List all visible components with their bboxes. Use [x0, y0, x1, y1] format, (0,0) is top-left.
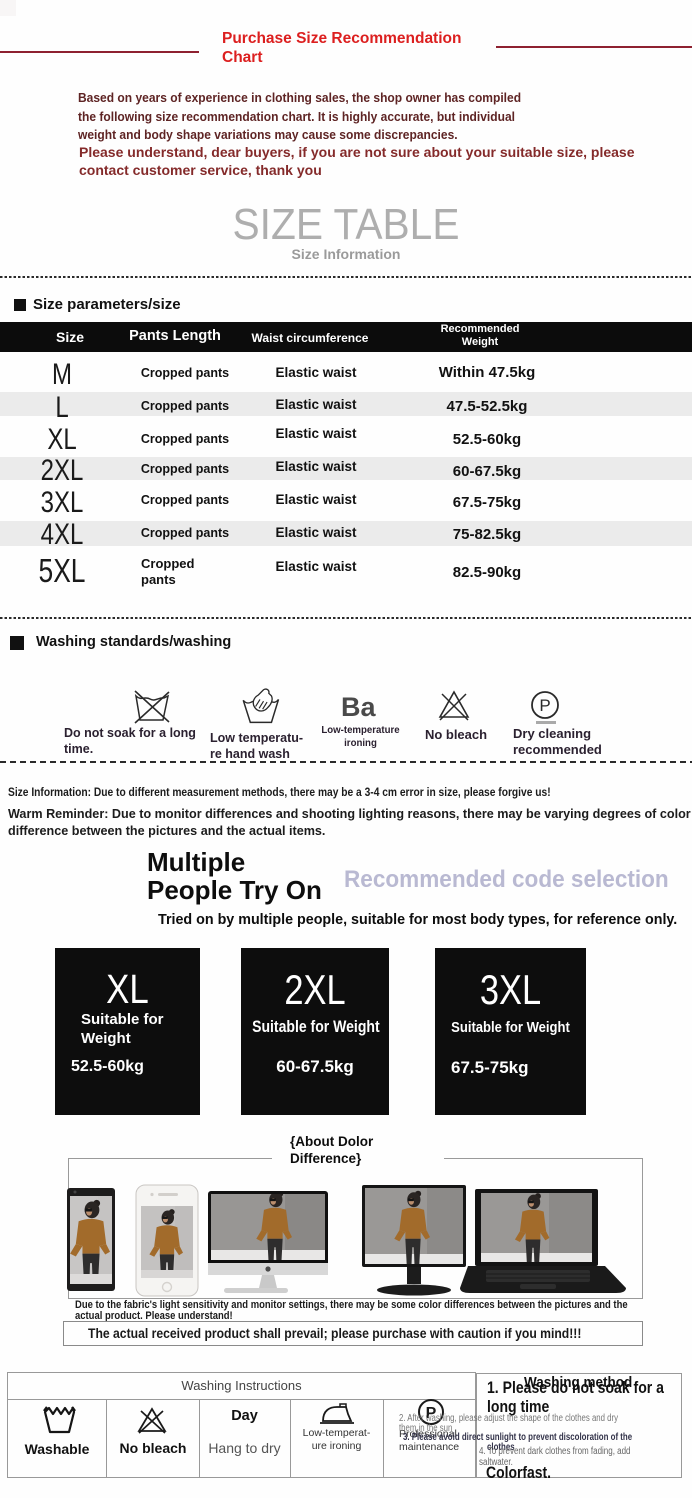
svg-text:P: P	[539, 696, 550, 715]
svg-text:P: P	[426, 1405, 437, 1422]
